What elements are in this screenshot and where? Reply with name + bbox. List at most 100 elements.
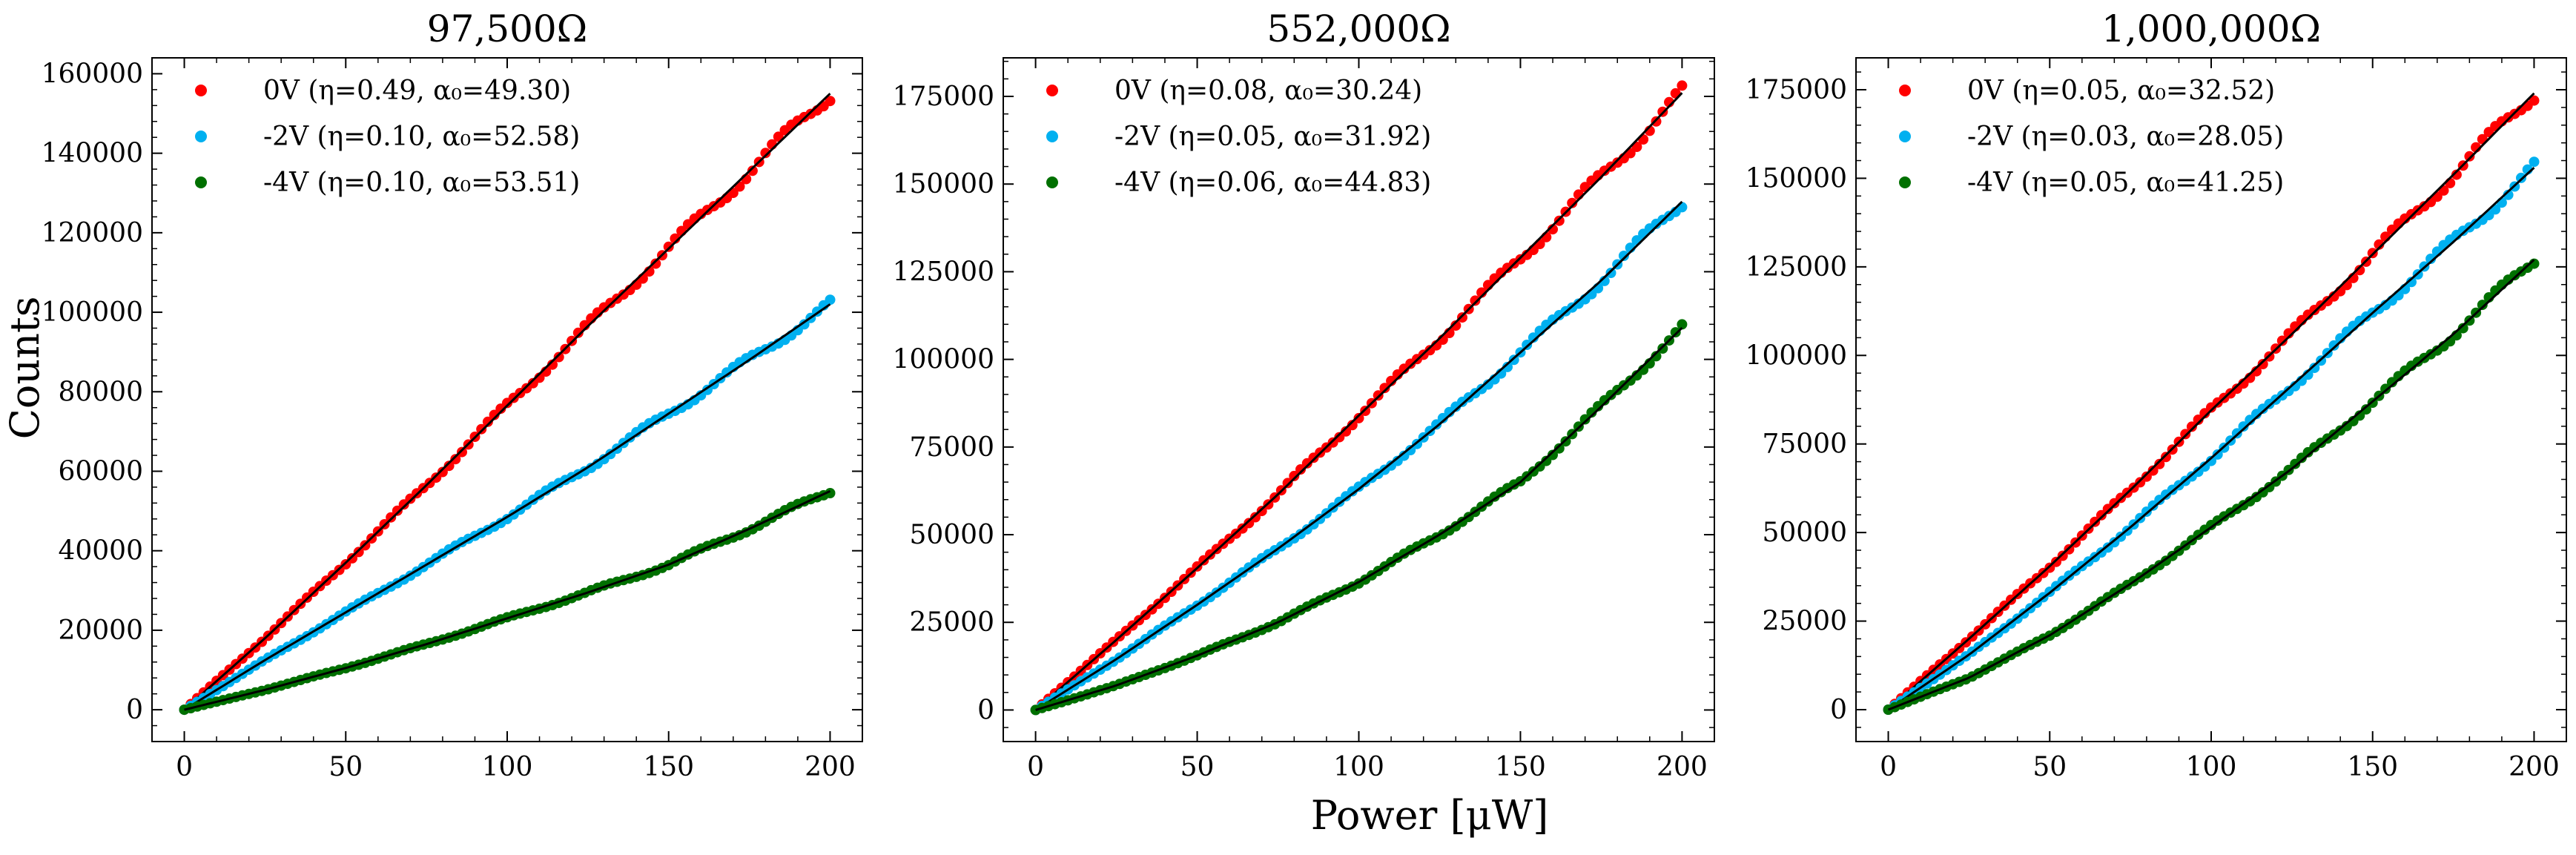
data-point [663, 241, 674, 252]
data-point [2309, 363, 2320, 374]
series-0 [1030, 80, 1688, 716]
data-point [2361, 404, 2371, 415]
data-point [1548, 449, 1558, 460]
data-point [2206, 455, 2216, 466]
x-tick-label: 200 [1657, 752, 1708, 782]
data-point [2193, 415, 2204, 425]
data-point [489, 409, 500, 420]
data-point [553, 351, 564, 363]
data-point [2141, 471, 2152, 482]
data-point [437, 466, 448, 478]
data-point [2257, 359, 2268, 369]
legend-marker [1046, 131, 1058, 142]
data-point [2154, 458, 2165, 469]
legend-marker [195, 131, 207, 142]
data-point [1657, 343, 1668, 354]
data-point [1295, 464, 1306, 475]
fit-line [183, 93, 831, 711]
data-point [2354, 265, 2365, 276]
fit-line [183, 303, 831, 711]
y-tick-label: 60000 [58, 456, 143, 486]
panel-1000000-ohm: 1,000,000Ω 0 50 100 150 200 0 25000 50000 75000 10… [1746, 7, 2567, 782]
y-tick-label: 100000 [1746, 340, 1847, 371]
y-tick-label: 140000 [42, 139, 143, 169]
legend-label: -4V (η=0.10, α₀=53.51) [263, 168, 580, 198]
data-point [2406, 277, 2417, 288]
data-point [760, 148, 771, 159]
fit-line [1887, 166, 2535, 711]
data-point [2090, 516, 2101, 527]
data-point [2161, 452, 2171, 463]
panel-552000-ohm: 552,000Ω 0 50 100 150 200 0 25000 50000 75000 1000… [893, 7, 1715, 782]
data-point [1457, 312, 1467, 323]
legend-marker [1899, 85, 1911, 96]
panel-title: 97,500Ω [427, 7, 587, 50]
y-tick-label: 75000 [909, 432, 994, 463]
x-tick-label: 200 [805, 752, 856, 782]
data-point [2374, 239, 2385, 250]
series-2 [179, 488, 836, 716]
data-point [2451, 169, 2462, 180]
data-point [2276, 335, 2288, 346]
x-axis-label: Power [μW] [1311, 792, 1549, 839]
data-point [825, 488, 836, 498]
legend-label: -4V (η=0.06, α₀=44.83) [1114, 168, 1431, 198]
data-point [1677, 80, 1688, 91]
data-point [2386, 377, 2397, 388]
y-axis-label: Counts [1, 297, 48, 440]
data-point [2529, 95, 2540, 106]
y-tick-label: 125000 [893, 257, 994, 287]
data-point [2457, 323, 2468, 334]
legend-label: -2V (η=0.10, α₀=52.58) [263, 122, 580, 152]
data-point [1677, 202, 1688, 213]
legend-marker [1899, 131, 1911, 142]
x-tick-label: 50 [1180, 752, 1215, 782]
series-1 [1030, 200, 1688, 716]
series-0 [1883, 92, 2540, 715]
fit-line [1887, 92, 2535, 711]
data-point [547, 359, 558, 370]
data-point [482, 416, 493, 427]
data-point [353, 547, 364, 558]
x-tick-label: 100 [2186, 752, 2237, 782]
legend-label: -4V (η=0.05, α₀=41.25) [1967, 168, 2284, 198]
x-tick-label: 0 [1880, 752, 1897, 782]
legend-label: 0V (η=0.49, α₀=49.30) [263, 76, 571, 106]
y-tick-label: 25000 [1762, 607, 1847, 637]
data-point [825, 96, 836, 107]
y-tick-label: 40000 [58, 536, 143, 567]
data-point [1579, 414, 1591, 425]
data-point [1450, 320, 1462, 331]
data-point [2180, 429, 2191, 440]
data-point [2238, 421, 2249, 432]
data-point [2051, 556, 2061, 567]
y-tick-label: 75000 [1762, 429, 1847, 460]
data-point [1341, 426, 1352, 437]
data-point [1502, 361, 1513, 372]
data-point [476, 423, 487, 435]
data-point [2212, 449, 2223, 460]
data-point [1651, 351, 1662, 362]
fit-line [1034, 92, 1683, 711]
data-point [1353, 412, 1364, 423]
y-tick-label: 25000 [909, 607, 994, 638]
legend-marker [195, 176, 207, 188]
legend-label: 0V (η=0.08, α₀=30.24) [1114, 76, 1422, 106]
y-tick-label: 100000 [893, 345, 994, 375]
data-point [1553, 215, 1565, 226]
data-point [1677, 319, 1688, 330]
data-point [2477, 300, 2488, 311]
data-point [1670, 327, 1681, 338]
data-point [2328, 340, 2339, 351]
x-tick-label: 150 [1495, 752, 1546, 782]
data-point [443, 460, 455, 472]
data-point [572, 327, 584, 338]
data-point [1618, 251, 1629, 261]
data-point [1282, 478, 1293, 489]
panel-title: 552,000Ω [1266, 7, 1450, 50]
y-tick-label: 20000 [58, 615, 143, 646]
data-point [1470, 295, 1481, 306]
y-tick-label: 150000 [1746, 163, 1847, 194]
series-1 [179, 294, 836, 716]
